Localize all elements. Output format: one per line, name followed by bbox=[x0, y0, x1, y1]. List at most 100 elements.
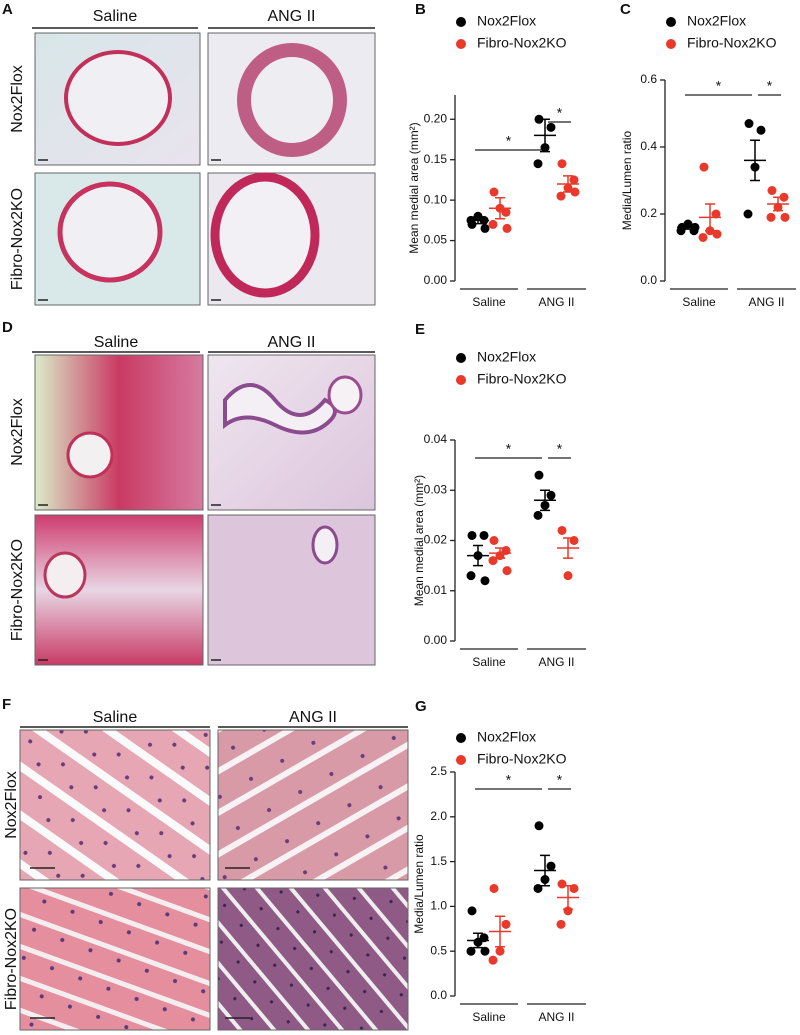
y-tick-label: 0.20 bbox=[424, 111, 448, 125]
data-point bbox=[502, 566, 512, 576]
data-point bbox=[570, 187, 580, 197]
legend-marker bbox=[456, 375, 466, 385]
data-point bbox=[467, 906, 477, 916]
legend-marker bbox=[456, 17, 466, 27]
y-tick-label: 0.2 bbox=[640, 206, 657, 220]
data-point bbox=[743, 209, 753, 219]
y-tick-label: 0.15 bbox=[424, 152, 448, 166]
panel-letter: G bbox=[415, 698, 427, 715]
group-label: Saline bbox=[472, 1010, 506, 1024]
data-point bbox=[546, 122, 556, 132]
error-bar bbox=[705, 203, 715, 232]
y-tick-label: 0.03 bbox=[424, 482, 448, 496]
data-point bbox=[563, 571, 573, 581]
error-bar bbox=[495, 196, 505, 220]
group-label: ANG II bbox=[538, 1010, 574, 1024]
y-tick-label: 0.04 bbox=[424, 432, 448, 446]
data-point bbox=[489, 187, 499, 197]
histology-image bbox=[207, 514, 376, 666]
significance-label: * bbox=[506, 133, 512, 149]
error-bar bbox=[540, 854, 550, 887]
legend-marker bbox=[456, 39, 466, 49]
y-tick-label: 0.10 bbox=[424, 192, 448, 206]
data-point bbox=[480, 223, 490, 233]
y-tick-label: 0.00 bbox=[424, 633, 448, 647]
panel-letter: C bbox=[620, 1, 631, 18]
data-point bbox=[501, 919, 511, 929]
data-point bbox=[534, 821, 544, 831]
y-axis-label: Media/Lumen ratio bbox=[620, 130, 634, 230]
y-tick-label: 2.5 bbox=[430, 764, 447, 778]
error-bar bbox=[750, 139, 760, 182]
data-point bbox=[466, 946, 476, 956]
data-point bbox=[495, 946, 505, 956]
panel-letter: A bbox=[2, 1, 13, 18]
row-label: Fibro-Nox2KO bbox=[3, 908, 20, 1010]
group-label: ANG II bbox=[538, 655, 574, 669]
y-tick-label: 0.5 bbox=[430, 943, 447, 957]
data-point bbox=[569, 175, 579, 185]
y-axis-label: Mean medial area (mm²) bbox=[407, 122, 421, 253]
vessel bbox=[57, 181, 163, 283]
vessel bbox=[210, 172, 320, 298]
y-tick-label: 1.0 bbox=[430, 899, 447, 913]
data-point bbox=[712, 229, 722, 239]
y-tick-label: 0.05 bbox=[424, 233, 448, 247]
panel-letter: B bbox=[415, 1, 426, 18]
data-point bbox=[466, 571, 476, 581]
data-point bbox=[480, 576, 490, 586]
significance-label: * bbox=[557, 772, 563, 788]
legend-marker bbox=[456, 755, 466, 765]
vessel bbox=[64, 50, 172, 146]
significance-label: * bbox=[716, 78, 722, 94]
y-axis-label: Mean medial area (mm²) bbox=[412, 475, 426, 606]
error-bar bbox=[495, 547, 505, 559]
data-point bbox=[557, 525, 567, 535]
legend-label: Nox2Flox bbox=[477, 349, 536, 365]
data-point bbox=[546, 861, 556, 871]
scale-bars bbox=[30, 159, 250, 1019]
vessel bbox=[327, 375, 363, 415]
group-label: ANG II bbox=[538, 295, 574, 309]
data-point bbox=[489, 536, 499, 545]
y-tick-label: 0.02 bbox=[424, 533, 448, 547]
error-bar bbox=[563, 885, 573, 910]
y-tick-label: 0.6 bbox=[640, 72, 657, 86]
data-point bbox=[488, 219, 498, 229]
group-label: ANG II bbox=[748, 295, 784, 309]
data-point bbox=[779, 192, 789, 202]
legend-marker bbox=[666, 17, 676, 27]
data-point bbox=[699, 162, 709, 172]
data-point bbox=[480, 946, 490, 956]
column-header: ANG II bbox=[289, 709, 337, 726]
legend-label: Fibro-Nox2KO bbox=[477, 751, 567, 767]
data-point bbox=[502, 223, 512, 233]
legend-label: Nox2Flox bbox=[477, 13, 536, 29]
data-point bbox=[780, 212, 790, 222]
vessel bbox=[237, 43, 347, 157]
row-label: Fibro-Nox2KO bbox=[9, 539, 26, 641]
data-point bbox=[711, 209, 721, 219]
panel-letter: F bbox=[2, 696, 11, 713]
data-point bbox=[756, 125, 766, 135]
significance-label: * bbox=[557, 441, 563, 457]
data-point bbox=[546, 490, 556, 500]
legend-label: Fibro-Nox2KO bbox=[477, 35, 567, 51]
error-bar bbox=[495, 915, 505, 948]
y-tick-label: 0.01 bbox=[424, 583, 448, 597]
error-bar bbox=[683, 224, 693, 230]
panel-letter: D bbox=[2, 319, 13, 336]
y-tick-label: 1.5 bbox=[430, 854, 447, 868]
error-bar bbox=[473, 932, 483, 949]
error-bar bbox=[563, 537, 573, 559]
column-header: Saline bbox=[93, 709, 138, 726]
y-tick-label: 2.0 bbox=[430, 809, 447, 823]
histology-image bbox=[217, 887, 409, 1031]
data-point bbox=[766, 212, 776, 222]
legend-label: Nox2Flox bbox=[687, 13, 746, 29]
data-point bbox=[698, 232, 708, 242]
legend-marker bbox=[456, 733, 466, 743]
histology-image bbox=[217, 729, 409, 881]
vessel bbox=[311, 525, 339, 565]
